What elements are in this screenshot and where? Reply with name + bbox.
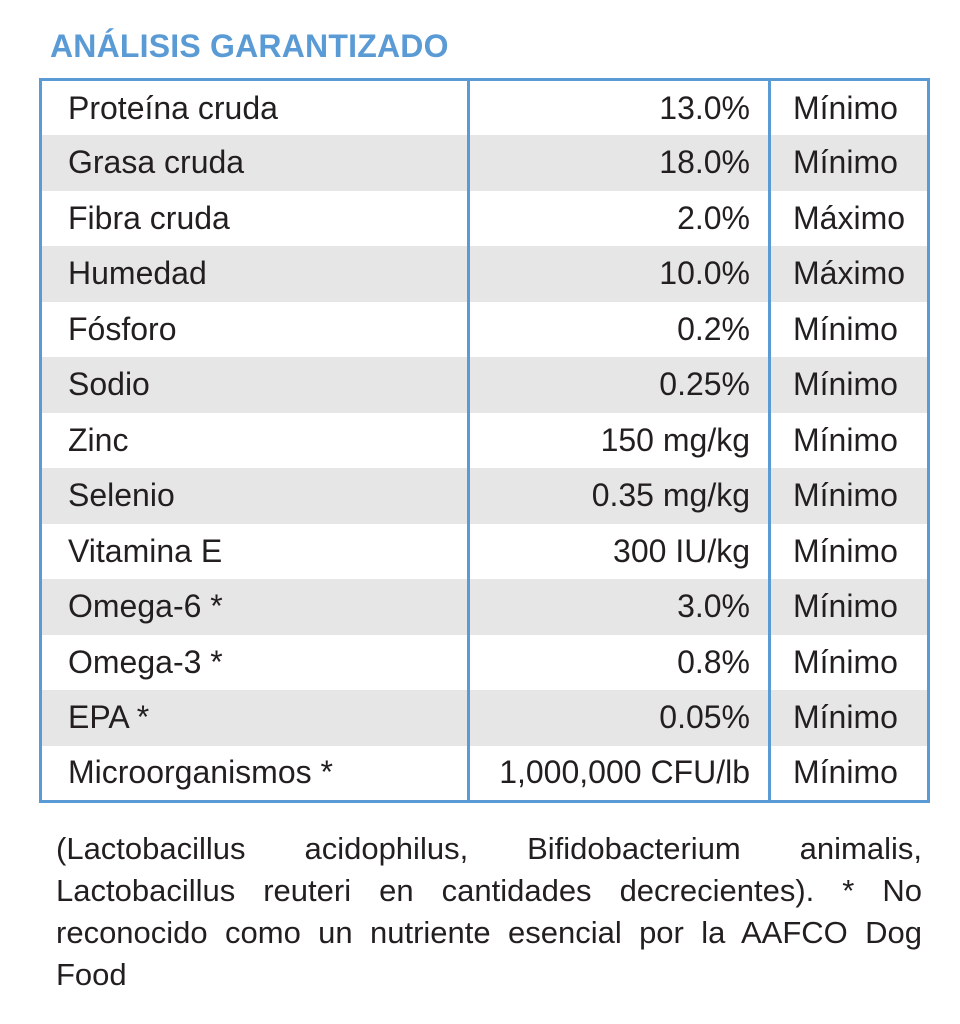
nutrient-cell: Humedad <box>40 246 470 302</box>
table-row: Zinc 150 mg/kg Mínimo <box>40 412 929 468</box>
limit-cell: Mínimo <box>769 690 929 746</box>
amount-cell: 0.8% <box>468 634 771 690</box>
table-row: Omega-3 * 0.8% Mínimo <box>40 634 929 690</box>
amount-cell: 0.2% <box>468 301 771 357</box>
amount-cell: 2.0% <box>468 190 771 246</box>
table-row: Fibra cruda 2.0% Máximo <box>40 190 929 246</box>
amount-cell: 13.0% <box>468 79 771 135</box>
table-row: EPA * 0.05% Mínimo <box>40 690 929 746</box>
amount-cell: 0.35 mg/kg <box>468 468 771 524</box>
limit-cell: Máximo <box>769 246 929 302</box>
limit-cell: Mínimo <box>769 357 929 413</box>
table-row: Proteína cruda 13.0% Mínimo <box>40 79 929 135</box>
limit-cell: Mínimo <box>793 421 898 458</box>
nutrient-cell: Omega-3 * <box>40 634 470 690</box>
nutrient-cell: Fósforo <box>40 301 470 357</box>
nutrient-cell: Omega-6 * <box>40 579 470 635</box>
limit-cell: Mínimo <box>793 643 898 680</box>
limit-cell: Mínimo <box>769 135 929 191</box>
limit-cell: Mínimo <box>769 579 929 635</box>
nutrient-cell: Fibra cruda <box>40 190 470 246</box>
table-row: Sodio 0.25% Mínimo <box>40 357 929 413</box>
title: ANÁLISIS GARANTIZADO <box>50 28 449 64</box>
table-row: Grasa cruda 18.0% Mínimo <box>40 135 929 191</box>
table-row: Humedad 10.0% Máximo <box>40 246 929 302</box>
amount-cell: 150 mg/kg <box>468 412 771 468</box>
limit-cell: Mínimo <box>793 310 898 347</box>
nutrient-cell: EPA * <box>40 690 470 746</box>
nutrient-cell: Zinc <box>40 412 470 468</box>
nutrient-cell: Grasa cruda <box>40 135 470 191</box>
nutrient-cell: Proteína cruda <box>40 79 470 135</box>
table-row: Fósforo 0.2% Mínimo <box>40 301 929 357</box>
table-row: Omega-6 * 3.0% Mínimo <box>40 579 929 635</box>
nutrient-cell: Microorganismos * <box>40 745 470 801</box>
amount-cell: 3.0% <box>468 579 771 635</box>
nutrient-cell: Vitamina E <box>40 523 470 579</box>
limit-cell: Mínimo <box>769 468 929 524</box>
footnote: (Lactobacillus acidophilus, Bifidobacter… <box>56 831 922 992</box>
table-row: Microorganismos * 1,000,000 CFU/lb Mínimo <box>40 745 929 801</box>
amount-cell: 0.05% <box>468 690 771 746</box>
nutrient-cell: Sodio <box>40 357 470 413</box>
limit-cell: Mínimo <box>793 89 898 126</box>
amount-cell: 1,000,000 CFU/lb <box>468 745 771 801</box>
amount-cell: 0.25% <box>468 357 771 413</box>
limit-cell: Mínimo <box>793 754 898 790</box>
table-row: Vitamina E 300 IU/kg Mínimo <box>40 523 929 579</box>
table-row: Selenio 0.35 mg/kg Mínimo <box>40 468 929 524</box>
nutrient-cell: Selenio <box>40 468 470 524</box>
limit-cell: Mínimo <box>793 532 898 569</box>
amount-cell: 10.0% <box>468 246 771 302</box>
limit-cell: Máximo <box>793 199 906 236</box>
analysis-table: Proteína cruda 13.0% Mínimo Grasa cruda 18.0… <box>39 78 930 803</box>
amount-cell: 300 IU/kg <box>468 523 771 579</box>
amount-cell: 18.0% <box>468 135 771 191</box>
